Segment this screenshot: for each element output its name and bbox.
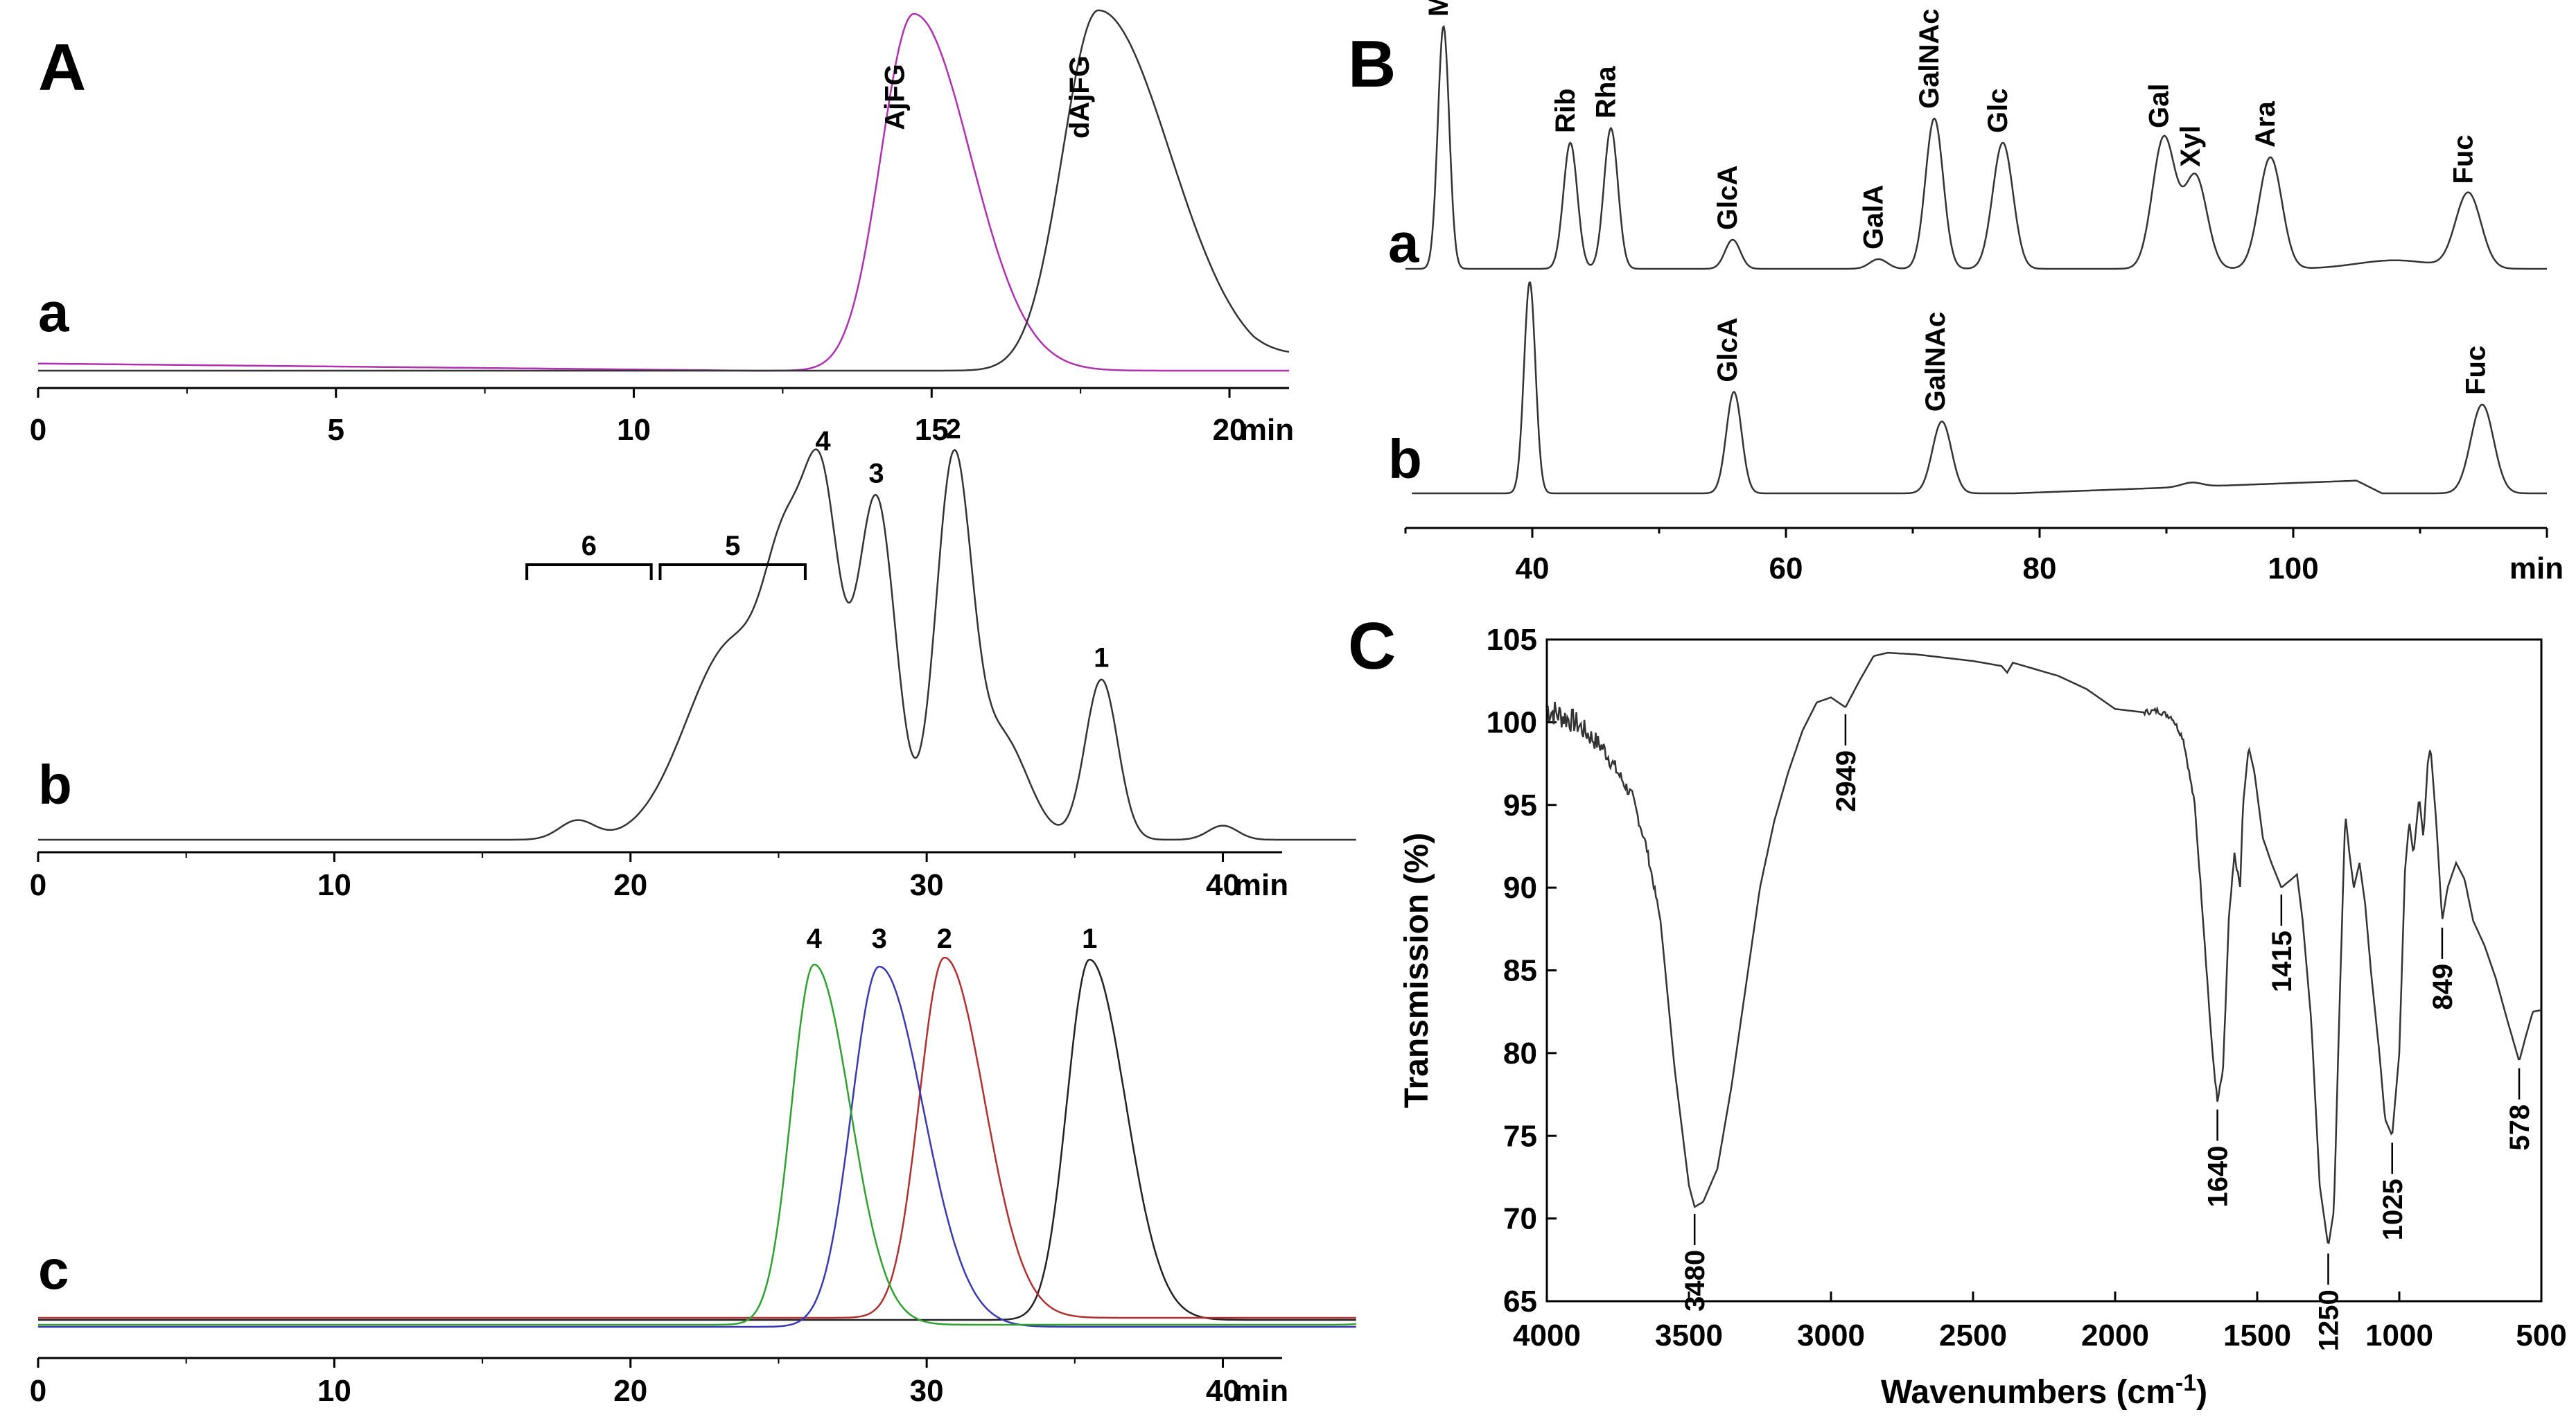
peak-label-a-a-2: dAjFG [1064,55,1095,139]
peak-label-b-a-glca: GlcA [1712,166,1743,230]
peak-label-b-a-xyl: Xyl [2175,125,2206,167]
chromatogram-line-ajfg [38,12,1289,372]
peak-label-b-b-fuc: Fuc [2461,346,2491,395]
peak-label-b-a-galnac: GalNAc [1914,9,1945,109]
peak-label-a-a-1: AjFG [880,64,911,130]
axis-a-b-x-tick-label: 30 [910,868,944,902]
ftir-peak-label-578: 578 [2505,1104,2535,1151]
axis-c-y-tick-label: 70 [1503,1202,1537,1236]
axis-b-x-tick-label: 40 [1516,552,1550,585]
axis-a-c-x-tick-label: 30 [910,1374,944,1408]
fraction-bracket-5 [658,563,807,580]
axis-a-a-x-tick-label: 0 [30,413,46,447]
x-axis-unit-b: min [2509,552,2564,585]
axis-a-c-x-tick-label: 20 [613,1374,647,1408]
peak-label-a-c-4: 4 [807,924,823,954]
trace-label-a-a: a [38,281,69,343]
x-axis-unit-a-c: min [1234,1374,1288,1408]
peak-label-b-b-galnac: GalNAc [1920,312,1951,412]
axis-a-b-x-tick-label: 0 [30,868,46,902]
axis-c-y-tick-label: 95 [1503,788,1537,822]
fraction-label-6: 6 [581,531,597,561]
ftir-peak-label-1640: 1640 [2203,1146,2234,1208]
axis-b-x-tick-label: 60 [1769,552,1803,585]
peak-label-a-c-3: 3 [872,924,887,954]
axis-c-x-tick-label: 4000 [1513,1319,1581,1352]
axis-a-b-x-tick-label: 20 [613,868,647,902]
peak-label-a-b-4: 4 [815,426,831,457]
ftir-peak-label-1250: 1250 [2314,1289,2345,1351]
peak-label-a-c-1: 1 [1082,924,1097,954]
trace-label-b-b: b [1388,428,1422,490]
chromatogram-line-a-c-4 [38,963,1356,1326]
axis-a-b-x-tick-label: 40 [1206,868,1240,902]
axis-c-y-tick-label: 105 [1487,623,1537,657]
axis-c-x-tick-label: 3500 [1655,1319,1723,1352]
axis-c-x-tick-label: 3000 [1797,1319,1865,1352]
chromatogram-line-b-a [1405,24,2547,270]
axis-b-x-tick-label: 80 [2023,552,2057,585]
axis-b-x-tick-label: 100 [2268,552,2318,585]
chromatogram-line-a-c-3 [38,965,1356,1328]
peak-label-b-a-ara: Ara [2250,101,2281,148]
ftir-peak-label-1025: 1025 [2378,1179,2408,1240]
axis-a-a-x-tick-label: 15 [915,413,949,447]
panel-label-a: A [38,30,86,105]
panel-label-c: C [1348,609,1396,683]
chromatogram-line-dajfg [38,9,1290,372]
ftir-peak-label-849: 849 [2428,964,2458,1010]
axis-c-x-tick-label: 2000 [2081,1319,2149,1352]
axis-a-c-x-tick-label: 40 [1206,1374,1240,1408]
chromatogram-line-a-c-1 [38,958,1356,1321]
trace-label-b-a: a [1388,212,1419,274]
axis-c-x-tick-label: 2500 [1939,1319,2007,1352]
x-axis-unit-a-a: min [1240,413,1294,447]
x-axis-title-c: Wavenumbers (cm-1) [1881,1370,2207,1411]
peak-label-b-a-gal: Gal [2144,84,2174,128]
trace-label-a-c: c [38,1239,69,1301]
axis-a-c-x-tick-label: 10 [317,1374,351,1408]
chromatogram-line-a-b [38,448,1356,841]
axis-c-y-tick-label: 65 [1503,1285,1537,1319]
axis-c-x-tick-label: 1500 [2223,1319,2291,1352]
ftir-spectrum-line [1545,651,2542,1244]
peak-label-b-a-rib: Rib [1550,89,1581,133]
ftir-peak-label-2949: 2949 [1831,750,1861,812]
axis-c-y-tick-label: 85 [1503,954,1537,988]
axis-a-b-x-tick-label: 10 [317,868,351,902]
axis-c-y-tick-label: 90 [1503,871,1537,905]
axis-a-a-x-tick-label: 10 [617,413,651,447]
peak-label-b-a-gala: GalA [1859,185,1889,249]
ftir-peak-label-1415: 1415 [2267,931,2297,992]
axis-a-c-x-tick-label: 0 [30,1374,46,1408]
axis-a-a-x-tick-label: 20 [1213,413,1247,447]
x-axis-unit-a-b: min [1234,868,1288,902]
axis-c-y-tick-label: 75 [1503,1119,1537,1153]
trace-label-a-b: b [38,754,72,816]
panel-label-b: B [1348,27,1396,101]
axis-c-x-tick-label: 500 [2516,1319,2566,1352]
fraction-label-5: 5 [725,531,740,561]
fraction-bracket-6 [525,563,653,580]
peak-label-b-a-glc: Glc [1983,89,2013,133]
peak-label-b-b-glca: GlcA [1712,317,1743,382]
peak-label-a-b-2: 2 [945,414,961,445]
peak-label-b-a-man: Man [1423,0,1454,17]
peak-label-b-a-fuc: Fuc [2448,134,2479,184]
axis-a-a-x-tick-label: 5 [328,413,344,447]
peak-label-a-c-2: 2 [937,924,952,954]
chromatogram-line-a-c-2 [38,956,1356,1319]
ftir-peak-label-3480: 3480 [1680,1250,1710,1312]
y-axis-title-c: Transmission (%) [1399,833,1435,1108]
axis-c-y-tick-label: 100 [1487,705,1537,739]
chromatogram-line-b-b [1412,281,2547,495]
axis-c-y-tick-label: 80 [1503,1037,1537,1070]
peak-label-a-b-3: 3 [868,458,884,488]
peak-label-b-a-rha: Rha [1591,66,1621,118]
peak-label-a-b-1: 1 [1094,643,1109,673]
axis-c-x-tick-label: 1000 [2365,1319,2433,1352]
